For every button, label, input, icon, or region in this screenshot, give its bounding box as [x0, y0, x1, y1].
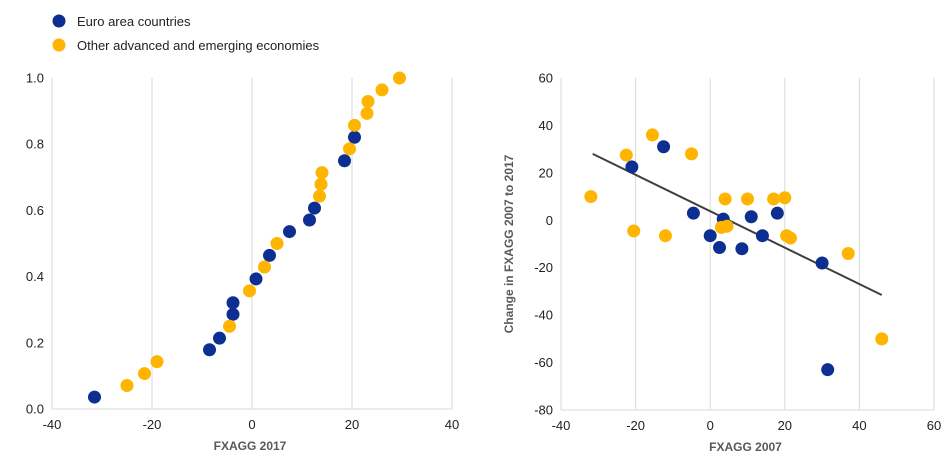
data-point-euro: [263, 248, 276, 262]
data-point-other: [645, 128, 659, 142]
data-point-other: [258, 260, 271, 274]
data-point-euro: [249, 272, 263, 286]
data-point-euro: [703, 229, 717, 243]
data-point-other: [138, 367, 151, 381]
legend-label-euro: Euro area countries: [77, 14, 191, 29]
x-tick-label: 0: [707, 418, 714, 433]
data-point-other: [120, 378, 134, 392]
data-point-other: [243, 284, 256, 298]
y-tick-label: 0.0: [26, 402, 44, 417]
y-tick-label: 0.6: [26, 203, 44, 218]
data-point-other: [584, 190, 598, 204]
data-point-other: [685, 147, 699, 161]
data-point-euro: [348, 130, 361, 144]
data-point-other: [393, 71, 406, 85]
data-point-other: [658, 229, 672, 243]
data-point-other: [313, 189, 326, 203]
y-tick-label: -60: [534, 355, 553, 370]
data-point-other: [783, 231, 797, 245]
data-point-euro: [303, 213, 316, 227]
legend-label-other: Other advanced and emerging economies: [77, 38, 320, 53]
y-tick-label: -80: [534, 403, 553, 418]
x-axis-title: FXAGG 2007: [709, 440, 782, 454]
data-point-euro: [308, 201, 321, 215]
y-tick-label: -20: [534, 260, 553, 275]
x-tick-label: 20: [778, 418, 792, 433]
data-point-other: [314, 177, 328, 191]
data-point-other: [718, 192, 732, 206]
data-point-euro: [815, 256, 829, 270]
data-point-other: [223, 319, 236, 333]
data-point-other: [375, 83, 389, 97]
x-tick-label: 20: [345, 417, 359, 432]
x-tick-label: 0: [248, 417, 255, 432]
y-tick-label: -40: [534, 308, 553, 323]
legend-marker-euro: [52, 14, 66, 28]
y-tick-label: 1.0: [26, 71, 44, 86]
data-point-euro: [338, 154, 351, 168]
data-point-other: [619, 148, 633, 162]
x-tick-label: 40: [445, 417, 459, 432]
x-axis-title: FXAGG 2017: [214, 439, 287, 453]
cumulative-distribution-chart: -40 -20 0 20 40 0.0 0.2 0.4 0.6 0.8 1.0 FXAGG 2017: [26, 71, 459, 454]
data-point-euro: [657, 140, 671, 154]
data-point-euro: [744, 210, 758, 224]
x-tick-label: -20: [143, 417, 162, 432]
data-point-other: [315, 166, 329, 180]
y-tick-label: 40: [539, 118, 553, 133]
data-point-euro: [226, 296, 240, 310]
data-point-other: [778, 191, 792, 205]
data-point-other: [343, 142, 356, 156]
data-point-euro: [283, 225, 296, 239]
change-scatter-chart: -40 -20 0 20 40 60 -80 -60 -40 -20 0 20 40 60 FXAGG 20…: [502, 71, 941, 455]
legend-marker-other: [52, 38, 66, 52]
data-point-euro: [226, 307, 240, 321]
data-point-euro: [686, 206, 700, 220]
data-point-other: [270, 237, 284, 250]
y-tick-label: 60: [539, 71, 553, 86]
data-point-euro: [755, 229, 769, 243]
data-point-euro: [770, 206, 784, 220]
x-tick-label: -40: [552, 418, 571, 433]
data-point-other: [767, 192, 781, 206]
data-point-other: [875, 332, 889, 346]
legend: Euro area countries Other advanced and em…: [52, 14, 320, 53]
x-tick-label: 60: [927, 418, 941, 433]
data-point-other: [741, 192, 754, 206]
y-tick-label: 0.4: [26, 269, 44, 284]
data-point-other: [348, 118, 361, 132]
data-point-euro: [213, 331, 226, 345]
data-point-euro: [88, 390, 101, 404]
data-point-euro: [735, 242, 749, 256]
y-axis-title: Change in FXAGG 2007 to 2017: [502, 154, 516, 333]
data-point-other: [627, 224, 641, 238]
x-tick-label: -40: [43, 417, 62, 432]
y-tick-label: 0: [546, 213, 553, 228]
y-tick-label: 0.2: [26, 335, 44, 350]
data-point-euro: [625, 160, 639, 174]
data-point-euro: [203, 343, 216, 357]
data-point-other: [841, 246, 855, 260]
data-point-euro: [821, 363, 835, 377]
data-point-euro: [713, 241, 727, 255]
x-tick-label: -20: [626, 418, 645, 433]
data-point-other: [361, 95, 375, 109]
trend-line: [592, 152, 883, 296]
y-tick-label: 20: [539, 165, 553, 180]
data-point-other: [360, 106, 374, 120]
y-tick-label: 0.8: [26, 137, 44, 152]
x-tick-label: 40: [852, 418, 866, 433]
data-point-other: [150, 355, 164, 369]
data-point-other: [720, 219, 734, 233]
